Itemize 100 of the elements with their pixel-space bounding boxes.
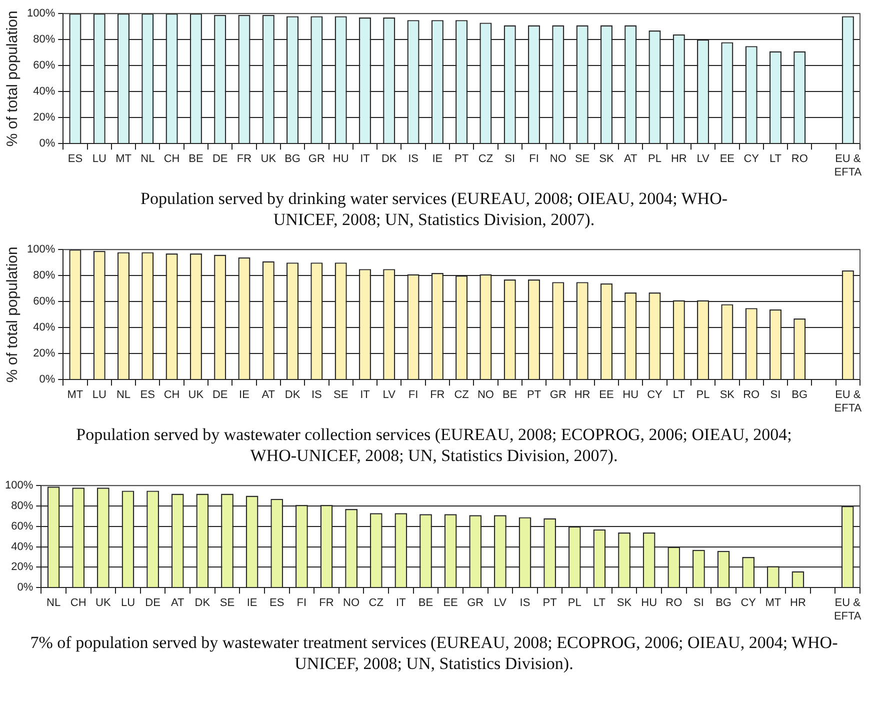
x-tick-label: HR [574,389,590,402]
y-tick-label: 0% [39,138,56,150]
y-tick-label: 60% [33,60,56,72]
x-tick-label: SE [333,389,348,402]
x-tick-label: SE [220,597,235,610]
x-tick-label: AT [624,153,638,166]
text: Population served by drinking water services (EUREAU, 2008; OIEAU, 2004; WHO-UNICEF, 2008; UN, Statistics Division, 2007). [139,188,729,230]
x-tick-label: FR [236,153,252,166]
x-tick-label: PT [542,597,558,610]
x-tick-label: PT [454,153,469,166]
x-tick-label: IT [360,153,370,166]
x-tick-label: NO [477,389,494,402]
x-tick-label: CH [70,597,86,610]
x-tick-label: RO [791,153,808,166]
x-tick-label: DK [284,389,301,402]
text: 7% of population served by wastewater treatment services (EUREAU, 2008; ECOPROG, 2006; OIEAU, 2004; WHO-UNICEF, 2008; UN, Statistics Division). [29,632,839,674]
x-tick-label: GR [467,597,484,610]
x-tick-label: LU [92,389,106,402]
x-tick-label: LV [382,389,396,402]
y-tick-label: 80% [33,34,56,46]
x-tick-label: LT [672,389,686,402]
x-tick-label: EU & EFTA [834,153,862,178]
x-tick-label: FI [296,597,307,610]
x-tick-label: DE [212,389,228,402]
x-tick-label: RO [743,389,760,402]
x-tick-label: EU & EFTA [834,597,862,622]
y-tick-label: 20% [33,348,56,360]
y-tick-label: 0% [39,374,56,386]
x-tick-label: RO [666,597,683,610]
x-tick-label: LV [696,153,710,166]
y-tick-label: 100% [26,8,56,20]
x-tick-label: FR [430,389,445,402]
x-tick-label: CZ [454,389,470,402]
x-tick-label: HR [790,597,806,610]
x-tick-label: UK [260,153,277,166]
x-tick-label: ES [140,389,155,402]
x-tick-label: CY [740,597,757,610]
x-tick-label: GR [308,153,325,166]
x-tick-label: SI [694,597,704,610]
x-tick-label: HU [332,153,349,166]
x-tick-label: BG [284,153,300,166]
x-tick-label: DK [381,153,398,166]
x-tick-label: CH [164,153,180,166]
y-axis-title: % of total population [4,10,22,147]
y-tick-label: 40% [11,540,34,553]
x-tick-label: BG [792,389,808,402]
x-tick-label: UK [96,597,112,610]
x-tick-label: LT [769,153,782,166]
x-tick-label: NL [116,389,131,402]
x-tick-label: EE [720,153,735,166]
x-tick-label: NO [550,153,567,166]
x-tick-label: BE [188,153,204,166]
x-tick-label: IE [432,153,443,166]
x-tick-label: IS [311,389,322,402]
y-tick-label: 80% [33,270,56,282]
x-tick-label: ES [68,153,83,166]
x-tick-label: LU [92,153,106,166]
x-tick-label: PL [568,597,582,610]
x-tick-label: NL [140,153,155,166]
x-tick-label: SI [770,389,781,402]
x-tick-label: ES [270,597,284,610]
x-tick-label: HR [670,153,687,166]
x-tick-label: DE [212,153,228,166]
x-tick-label: BG [716,597,732,610]
y-tick-label: 40% [33,322,56,334]
y-tick-label: 60% [11,520,34,532]
x-tick-label: LT [593,597,606,610]
x-tick-label: UK [188,389,204,402]
x-tick-label: CZ [478,153,494,166]
y-tick-label: 40% [33,86,56,98]
x-tick-label: PL [696,389,710,402]
y-tick-label: 100% [4,480,34,492]
x-tick-label: LV [494,597,508,610]
x-tick-label: FR [319,597,334,610]
x-tick-label: BE [502,389,518,402]
y-tick-label: 0% [17,582,34,594]
y-tick-label: 60% [33,296,56,308]
x-tick-label: SK [599,153,614,166]
y-tick-label: 100% [26,244,56,256]
x-tick-label: GR [550,389,566,402]
x-tick-label: DK [194,597,211,610]
x-tick-label: NL [46,597,61,610]
x-tick-label: SE [574,153,590,166]
x-tick-label: HU [622,389,639,402]
x-tick-label: SK [616,597,632,610]
x-tick-label: EE [443,597,458,610]
x-tick-label: IT [396,597,406,610]
x-tick-label: AT [170,597,185,610]
x-tick-label: IT [360,389,370,402]
x-tick-label: SI [504,153,516,166]
x-tick-label: MT [116,153,132,166]
x-tick-label: FI [529,153,539,166]
x-tick-label: PT [526,389,542,402]
x-tick-label: NO [343,597,360,610]
x-tick-label: SK [720,389,736,402]
x-tick-label: IS [520,597,530,610]
x-tick-label: AT [262,389,276,402]
x-tick-label: BE [418,597,434,610]
x-tick-label: IS [408,153,418,166]
x-tick-label: MT [67,389,84,402]
